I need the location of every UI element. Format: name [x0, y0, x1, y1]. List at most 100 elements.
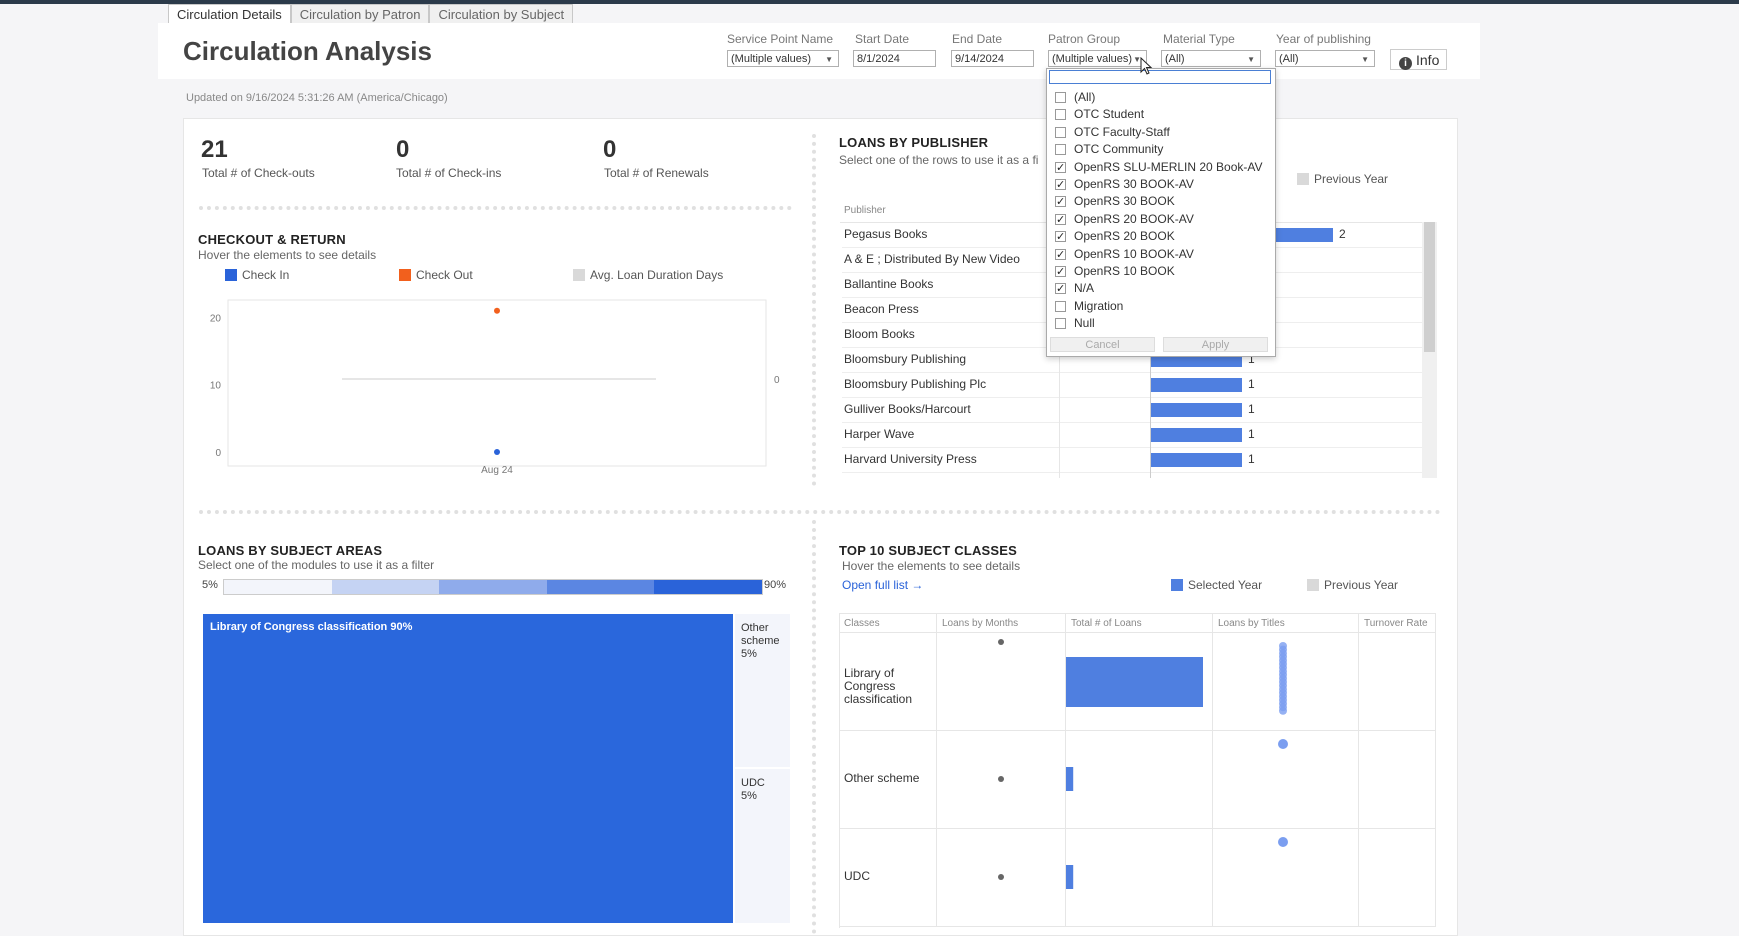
check-in-point[interactable] — [494, 449, 500, 455]
dropdown-search-input[interactable] — [1049, 70, 1271, 84]
checkbox[interactable] — [1055, 229, 1066, 245]
start-date-field[interactable]: 8/1/2024 — [853, 50, 936, 67]
publisher-bar[interactable] — [1151, 453, 1242, 467]
publisher-bar[interactable] — [1151, 403, 1242, 417]
patron-option[interactable]: OpenRS 20 BOOK — [1055, 228, 1175, 245]
loans-by-months-cell — [937, 731, 1066, 829]
patron-option-label: Migration — [1074, 298, 1124, 313]
publisher-row[interactable]: Gulliver Books/Harcourt — [842, 397, 1422, 423]
total-loans-bar[interactable] — [1066, 657, 1203, 707]
treemap-tile-other-scheme[interactable]: Other scheme 5% — [735, 614, 790, 767]
patron-option[interactable]: N/A — [1055, 280, 1094, 297]
publisher-row[interactable]: Harper Wave — [842, 422, 1422, 448]
total-loans-bar[interactable] — [1066, 767, 1074, 791]
loans-by-titles-point[interactable] — [1278, 739, 1288, 749]
patron-option-label: OTC Community — [1074, 142, 1164, 157]
subject-areas-title: LOANS BY SUBJECT AREAS — [198, 543, 383, 558]
mouse-cursor-icon — [1140, 57, 1153, 75]
end-date-field[interactable]: 9/14/2024 — [951, 50, 1034, 67]
loans-by-titles-cell — [1213, 731, 1359, 829]
checkbox[interactable] — [1055, 194, 1066, 210]
material-type-select[interactable]: (All) ▼ — [1161, 50, 1261, 67]
legend-previous-year: Previous Year — [1297, 172, 1388, 186]
publisher-bar[interactable] — [1151, 378, 1242, 392]
patron-option[interactable]: OpenRS 20 BOOK-AV — [1055, 211, 1194, 228]
patron-option[interactable]: OpenRS SLU-MERLIN 20 Book-AV — [1055, 159, 1263, 176]
divider — [812, 134, 816, 486]
tab-circulation-details[interactable]: Circulation Details — [168, 4, 291, 24]
scrollbar-thumb[interactable] — [1424, 222, 1435, 352]
loans-by-months-point[interactable] — [998, 874, 1004, 880]
loans-by-titles-point[interactable] — [1278, 837, 1288, 847]
publisher-bar[interactable] — [1151, 428, 1242, 442]
cancel-button[interactable]: Cancel — [1050, 337, 1155, 352]
tab-circulation-by-patron[interactable]: Circulation by Patron — [290, 4, 430, 24]
patron-option[interactable]: (All) — [1055, 89, 1095, 105]
publisher-scrollbar[interactable] — [1422, 222, 1437, 478]
checkbox[interactable] — [1055, 281, 1066, 297]
service-point-select[interactable]: (Multiple values) ▼ — [727, 50, 839, 67]
color-scale-bar — [223, 579, 763, 595]
total-loans-bar[interactable] — [1066, 865, 1074, 889]
checkbox[interactable] — [1055, 212, 1066, 228]
publisher-row[interactable]: Harvard University Press — [842, 447, 1422, 473]
legend-swatch — [1171, 579, 1183, 591]
checkbox[interactable] — [1055, 92, 1066, 103]
patron-option-label: (All) — [1074, 90, 1096, 104]
patron-group-select[interactable]: (Multiple values) ▼ — [1048, 50, 1147, 67]
scale-min-label: 5% — [202, 579, 218, 591]
checkbox[interactable] — [1055, 300, 1066, 312]
turnover-rate-cell — [1359, 731, 1436, 829]
checkbox[interactable] — [1055, 109, 1066, 121]
checkbox[interactable] — [1055, 177, 1066, 193]
patron-option[interactable]: OTC Faculty-Staff — [1055, 124, 1170, 140]
patron-option[interactable]: Migration — [1055, 298, 1123, 314]
publisher-row[interactable]: Bloomsbury Publishing — [842, 347, 1422, 373]
checkbox[interactable] — [1055, 144, 1066, 156]
loans-by-months-point[interactable] — [998, 776, 1004, 782]
patron-option[interactable]: Null — [1055, 315, 1095, 331]
tab-circulation-by-subject[interactable]: Circulation by Subject — [429, 4, 574, 24]
publisher-row[interactable]: Bloomsbury Publishing Plc — [842, 372, 1422, 398]
patron-option[interactable]: OTC Community — [1055, 141, 1163, 157]
legend-label: Avg. Loan Duration Days — [590, 268, 724, 282]
class-row-label[interactable]: Library of Congress classification — [840, 633, 937, 731]
treemap-tile-library-of-congress[interactable]: Library of Congress classification 90% — [203, 614, 733, 923]
filter-label-service-point: Service Point Name — [727, 32, 834, 46]
class-row-label[interactable]: Other scheme — [840, 731, 937, 829]
checkbox[interactable] — [1055, 318, 1066, 330]
check-out-point[interactable] — [494, 307, 500, 314]
patron-option[interactable]: OpenRS 30 BOOK — [1055, 193, 1175, 210]
publisher-bar-value: 1 — [1248, 452, 1255, 466]
kpi-checkins-label: Total # of Check-ins — [396, 166, 502, 180]
checkbox[interactable] — [1055, 247, 1066, 263]
year-publishing-select[interactable]: (All) ▼ — [1275, 50, 1375, 67]
legend-swatch — [1307, 579, 1319, 591]
legend-avg-loan-duration: Avg. Loan Duration Days — [573, 268, 723, 282]
checkbox[interactable] — [1055, 126, 1066, 138]
filter-label-start-date: Start Date — [855, 32, 910, 46]
patron-option[interactable]: OpenRS 10 BOOK-AV — [1055, 246, 1194, 263]
patron-option[interactable]: OpenRS 30 BOOK-AV — [1055, 176, 1194, 193]
top10-marks[interactable] — [839, 613, 1435, 927]
class-row-label[interactable]: UDC — [840, 829, 937, 927]
loans-by-months-point[interactable] — [998, 639, 1004, 645]
checkout-return-chart[interactable]: 0 10 20 Aug 24 0 — [190, 290, 790, 490]
divider — [199, 510, 1441, 514]
patron-option[interactable]: OTC Student — [1055, 106, 1144, 122]
apply-button[interactable]: Apply — [1163, 337, 1268, 352]
checkbox[interactable] — [1055, 160, 1066, 176]
checkbox[interactable] — [1055, 264, 1066, 280]
kpi-renewals-value: 0 — [603, 136, 617, 163]
scale-step — [439, 580, 547, 594]
publisher-bar-value: 1 — [1248, 402, 1255, 416]
open-full-list-link[interactable]: Open full list → — [842, 578, 924, 592]
info-button[interactable]: i Info — [1390, 49, 1447, 70]
class-label-line: Congress — [844, 679, 896, 693]
patron-group-value: (Multiple values) — [1052, 53, 1133, 65]
treemap-label-udc: UDC 5% — [741, 777, 765, 803]
patron-option[interactable]: OpenRS 10 BOOK — [1055, 263, 1175, 280]
filter-label-material-type: Material Type — [1163, 32, 1235, 46]
loans-by-titles-point[interactable] — [1279, 706, 1287, 715]
treemap-tile-udc[interactable]: UDC 5% — [735, 769, 790, 923]
